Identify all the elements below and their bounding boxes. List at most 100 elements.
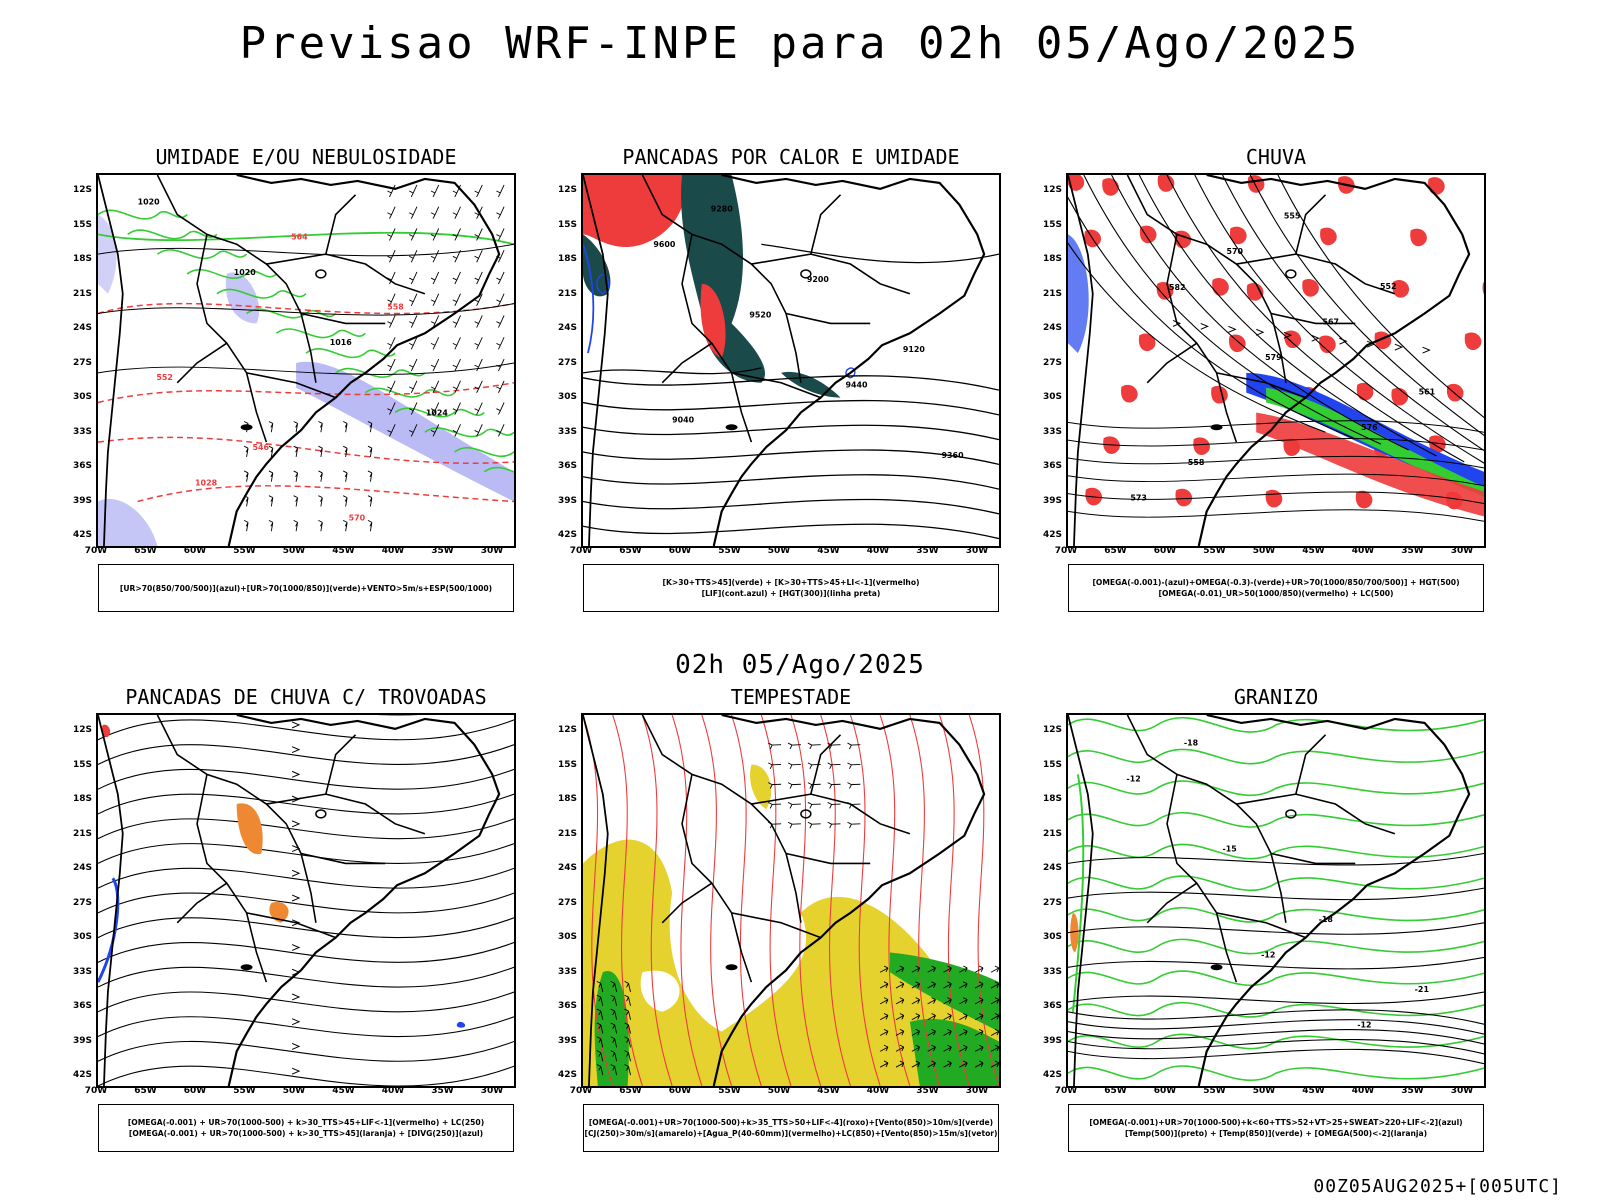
lat-tick-label: 42S	[557, 530, 577, 540]
contour-label: 561	[1419, 388, 1436, 397]
lat-tick-label: 42S	[72, 530, 92, 540]
lon-tick-label: 50W	[282, 1086, 306, 1096]
panel-legend: [K>30+TTS>45](verde) + [K>30+TTS>45+LI<-…	[583, 564, 999, 612]
panel-title: GRANIZO	[1233, 685, 1319, 709]
lat-tick-label: 12S	[72, 725, 92, 735]
lat-tick-label: 30S	[557, 932, 577, 942]
lon-tick-label: 55W	[1203, 546, 1226, 556]
lon-tick-label: 50W	[282, 546, 306, 556]
lat-tick-label: 27S	[557, 357, 577, 368]
lat-tick-label: 39S	[557, 495, 577, 506]
panel-title: PANCADAS DE CHUVA C/ TROVOADAS	[125, 685, 487, 709]
lon-tick-label: 40W	[381, 1086, 405, 1096]
lon-tick-label: 45W	[332, 546, 355, 556]
contour-label: -18	[1184, 739, 1199, 748]
panel-legend: [OMEGA(-0.001)+UR>70(1000-500)+k>35_TTS>…	[583, 1104, 999, 1152]
contour-label: 1016	[330, 338, 353, 347]
map-svg: 582 579 576 573 570 567 561 558 555 552	[1068, 175, 1484, 546]
legend-line: [K>30+TTS>45](verde) + [K>30+TTS>45+LI<-…	[662, 578, 920, 587]
lat-tick-label: 33S	[557, 426, 577, 437]
lat-tick-label: 39S	[1042, 495, 1062, 506]
lon-tick-label: 40W	[1351, 1086, 1375, 1096]
contour-label: 9360	[942, 451, 965, 460]
panel-legend: [OMEGA(-0.001) + UR>70(1000-500) + k>30_…	[98, 1104, 514, 1152]
lat-tick-label: 36S	[557, 461, 577, 471]
lon-tick-label: 35W	[1401, 1086, 1424, 1096]
contour-label: 570	[349, 513, 366, 522]
lat-tick-label: 27S	[72, 897, 92, 908]
lat-tick-label: 15S	[1042, 219, 1062, 230]
lat-tick-label: 33S	[72, 966, 92, 977]
legend-line: [OMEGA(-0.001) + UR>70(1000-500) + k>30_…	[127, 1118, 485, 1127]
lat-tick-label: 39S	[557, 1035, 577, 1046]
lon-tick-label: 65W	[619, 1086, 642, 1096]
lat-tick-label: 21S	[72, 288, 92, 299]
page-title: Previsao WRF-INPE para 02h 05/Ago/2025	[239, 18, 1361, 69]
legend-line: [UR>70(850/700/500)](azul)+[UR>70(1000/8…	[119, 583, 493, 593]
lon-tick-label: 30W	[480, 546, 504, 556]
lat-tick-label: 33S	[72, 426, 92, 437]
contour-label: 573	[1130, 493, 1147, 502]
lon-tick-label: 50W	[1252, 546, 1276, 556]
contour-label: -12	[1126, 774, 1140, 783]
panel-legend: [OMEGA(-0.001)+UR>70(1000-500)+k<60+TTS>…	[1068, 1104, 1484, 1152]
lat-tick-label: 24S	[557, 323, 577, 333]
lat-tick-label: 15S	[1042, 759, 1062, 770]
map-svg	[98, 715, 514, 1086]
lat-tick-label: 18S	[1042, 794, 1062, 804]
lon-tick-label: 40W	[866, 1086, 890, 1096]
contour-label: 579	[1265, 353, 1282, 362]
contour-label: 558	[1188, 458, 1205, 467]
lat-tick-label: 27S	[557, 897, 577, 908]
weather-map: 9600 9520 9440 9360 9280 9200 9120 9040	[581, 173, 1001, 548]
legend-line: [OMEGA(-0.001) + UR>70(1000-500) + k>30_…	[128, 1129, 484, 1138]
lon-tick-label: 45W	[1302, 546, 1325, 556]
lon-tick-label: 50W	[767, 546, 791, 556]
map-svg	[583, 715, 999, 1086]
lat-tick-label: 30S	[72, 392, 92, 402]
lat-tick-label: 21S	[1042, 828, 1062, 839]
lat-tick-label: 15S	[72, 759, 92, 770]
lat-tick-label: 15S	[557, 759, 577, 770]
legend-line: [OMEGA(-0.01)_UR>50(1000/850)(vermelho) …	[1158, 589, 1394, 598]
lon-tick-label: 60W	[1153, 1086, 1177, 1096]
contour-label: -21	[1415, 985, 1429, 994]
legend-line: [Temp(500)](preto) + [Temp(850)](verde) …	[1124, 1129, 1428, 1138]
lon-tick-label: 70W	[569, 546, 593, 556]
panel-title: TEMPESTADE	[730, 685, 852, 709]
model-run-label: 00Z05AUG2025+[005UTC]	[1313, 1176, 1562, 1197]
lon-tick-label: 40W	[381, 546, 405, 556]
lat-tick-label: 21S	[1042, 288, 1062, 299]
contour-label: -12	[1357, 1021, 1371, 1030]
lon-tick-label: 50W	[767, 1086, 791, 1096]
contour-label: -18	[1319, 915, 1334, 924]
lon-tick-label: 40W	[866, 546, 890, 556]
lat-tick-label: 21S	[72, 828, 92, 839]
contour-label: 552	[156, 373, 173, 382]
lat-tick-label: 42S	[557, 1070, 577, 1080]
lon-tick-label: 55W	[718, 546, 741, 556]
lat-tick-label: 15S	[72, 219, 92, 230]
lat-tick-label: 24S	[1042, 863, 1062, 873]
lat-tick-label: 15S	[557, 219, 577, 230]
contour-label: 9120	[903, 345, 926, 354]
lon-tick-label: 35W	[1401, 546, 1424, 556]
lon-tick-label: 60W	[668, 1086, 692, 1096]
lon-tick-label: 65W	[1104, 546, 1127, 556]
contour-label: 564	[291, 232, 308, 241]
lon-tick-label: 45W	[817, 1086, 840, 1096]
contour-label: 9040	[672, 415, 695, 424]
weather-map: 582 579 576 573 570 567 561 558 555 552	[1066, 173, 1486, 548]
lon-tick-label: 40W	[1351, 546, 1375, 556]
lon-tick-label: 30W	[1450, 1086, 1474, 1096]
lon-tick-label: 70W	[84, 1086, 108, 1096]
contour-label: 9440	[845, 381, 868, 390]
lon-tick-label: 65W	[619, 546, 642, 556]
lon-tick-label: 70W	[569, 1086, 593, 1096]
lat-tick-label: 30S	[557, 392, 577, 402]
panel-title: UMIDADE E/OU NEBULOSIDADE	[155, 145, 457, 169]
lon-tick-label: 60W	[1153, 546, 1177, 556]
lat-tick-label: 42S	[72, 1070, 92, 1080]
lat-tick-label: 33S	[1042, 426, 1062, 437]
lat-tick-label: 36S	[1042, 1001, 1062, 1011]
